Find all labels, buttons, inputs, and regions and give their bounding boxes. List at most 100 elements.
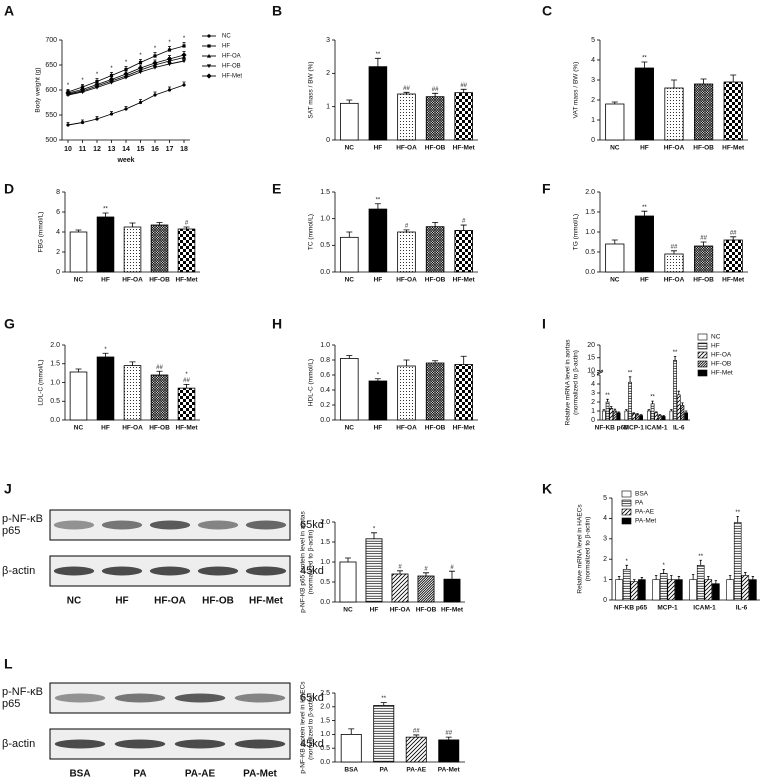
x-tick-label: BSA [344, 767, 358, 774]
y-axis-label: p-NF-KB protein level in HAECs [300, 681, 307, 774]
significance: * [373, 526, 376, 532]
error-bar [380, 702, 387, 706]
y-axis-label: FBG (mmol/L) [38, 212, 45, 253]
bar [696, 565, 705, 601]
significance: ## [413, 729, 420, 735]
x-tick-label: NC [610, 277, 620, 284]
x-tick-label: HF-OA [396, 425, 417, 432]
x-tick-label: HF-Met [441, 607, 464, 614]
bar [639, 415, 643, 421]
x-tick-label: HF [370, 607, 379, 614]
legend-marker [206, 64, 212, 69]
blot-band [234, 739, 286, 749]
bar [667, 579, 676, 601]
x-tick-label: NF-KB p65 [614, 605, 648, 612]
bar [609, 407, 614, 421]
y-tick-label: 0.0 [320, 417, 330, 424]
x-tick-label: 16 [151, 146, 159, 153]
x-tick-label: PA-AE [406, 767, 426, 774]
blot-label: p65 [2, 698, 20, 710]
axis-break [596, 369, 604, 375]
bar [622, 569, 631, 601]
error-bar [625, 564, 628, 570]
bar [704, 579, 713, 601]
lane-label: HF-OB [202, 596, 234, 607]
bar [397, 231, 416, 273]
x-tick-label: HF-OA [396, 145, 417, 152]
error-bar [345, 557, 351, 562]
y-tick-label: 0.5 [320, 242, 330, 249]
error-bar [432, 92, 439, 97]
y-tick-label: 2.0 [585, 189, 595, 196]
x-tick-label: HF-OB [149, 277, 170, 284]
x-tick-label: HF-OB [693, 277, 714, 284]
bar [628, 381, 632, 421]
y-tick-label: 1.0 [320, 559, 330, 566]
data-point [153, 54, 157, 58]
error-bar [602, 409, 606, 411]
legend-label: HF-Met [222, 74, 242, 80]
lane-label: HF-Met [249, 596, 284, 607]
y-axis-label: HDL-C (mmol/L) [308, 359, 315, 406]
error-bar [639, 414, 643, 416]
bar [664, 87, 684, 141]
y-tick-label: 4 [56, 229, 60, 236]
lane-label: PA-Met [243, 769, 277, 780]
error-bar [617, 576, 621, 580]
significance: # [450, 565, 454, 571]
error-bar [445, 736, 452, 740]
blot-band [53, 566, 95, 576]
error-bar [374, 57, 381, 67]
error-bar [449, 570, 455, 580]
y-tick-label: 2.0 [50, 342, 60, 349]
error-bar [371, 532, 377, 539]
significance: * [67, 83, 70, 89]
blot-band [197, 520, 239, 530]
y-tick-label: 1.0 [585, 229, 595, 236]
x-tick-label: HF [374, 277, 383, 284]
x-tick-label: HF-OB [425, 277, 446, 284]
x-tick-label: ICAM-1 [693, 605, 716, 612]
bar [675, 579, 683, 601]
x-tick-label: HF-OA [664, 145, 685, 152]
bar [661, 416, 666, 421]
bar [631, 413, 636, 421]
y-tick-label: 1.0 [50, 379, 60, 386]
significance: * [125, 60, 128, 66]
error-bar [744, 572, 747, 576]
bar [438, 739, 460, 763]
y-tick-label: 4 [591, 57, 595, 64]
error-bar [625, 409, 628, 411]
error-bar [460, 224, 467, 231]
data-point [80, 90, 85, 95]
blot-size: 45kd [300, 565, 324, 577]
x-tick-label: PA [379, 767, 388, 774]
data-point [65, 90, 71, 96]
bar [624, 410, 629, 421]
y-tick-label: 1.0 [320, 342, 330, 349]
y-tick-label: 3 [591, 77, 595, 84]
significance: ** [673, 350, 678, 356]
bar [634, 67, 654, 141]
error-bar [346, 355, 353, 359]
significance: * [626, 559, 629, 565]
x-tick-label: 11 [79, 146, 87, 153]
bar [368, 380, 388, 421]
bar [340, 358, 359, 421]
significance: ** [381, 696, 386, 702]
bar [454, 92, 473, 141]
x-tick-label: 17 [166, 146, 174, 153]
y-tick-label: 2.0 [320, 704, 330, 711]
bar [177, 228, 196, 273]
y-tick-label: 1.5 [50, 361, 60, 368]
panel-label: L [4, 656, 13, 672]
error-bar [677, 390, 680, 395]
blot-band [53, 520, 95, 530]
panel-label: G [4, 316, 15, 332]
y-tick-label: 0.5 [320, 579, 330, 586]
x-tick-label: HF [374, 145, 383, 152]
bar [647, 410, 651, 421]
x-tick-label: HF-Met [722, 145, 745, 152]
blot-size: 65kd [300, 519, 324, 531]
legend-label: HF-OB [222, 64, 241, 70]
